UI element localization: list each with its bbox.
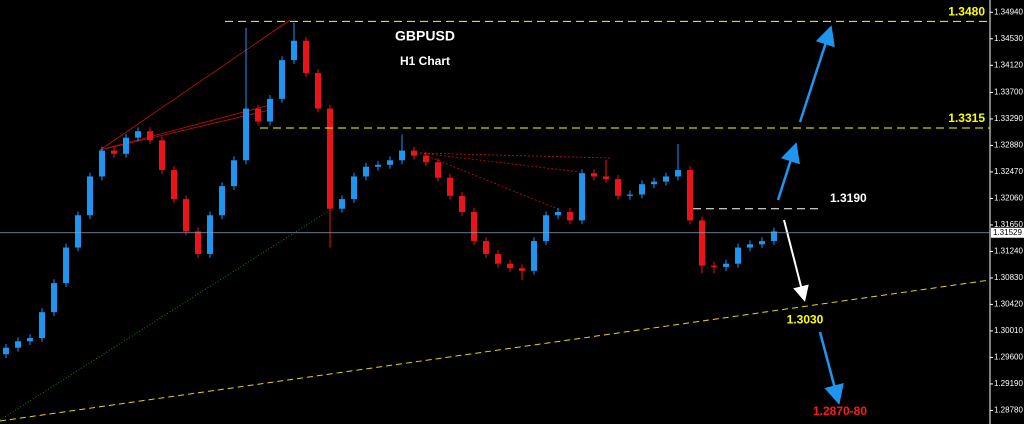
candle-body bbox=[327, 108, 333, 209]
chart-subtitle: H1 Chart bbox=[400, 54, 450, 68]
candle-body bbox=[267, 98, 273, 122]
candle-body bbox=[27, 338, 33, 342]
candle-body bbox=[375, 164, 381, 167]
candle-body bbox=[315, 73, 321, 109]
y-tick-label: 1.32060 bbox=[994, 194, 1023, 203]
candle-body bbox=[87, 176, 93, 216]
candle-body bbox=[483, 241, 489, 255]
price-tag bbox=[991, 227, 1024, 238]
candle-body bbox=[135, 131, 141, 138]
candle-body bbox=[279, 60, 285, 99]
candle-body bbox=[663, 176, 669, 182]
candle-body bbox=[567, 212, 573, 221]
candle-body bbox=[459, 195, 465, 212]
y-tick-label: 1.32470 bbox=[994, 167, 1023, 176]
candle-body bbox=[339, 199, 345, 209]
candle-body bbox=[543, 215, 549, 242]
y-tick-label: 1.29190 bbox=[994, 379, 1023, 388]
y-tick-label: 1.34120 bbox=[994, 60, 1023, 69]
y-tick-label: 1.30420 bbox=[994, 300, 1023, 309]
candle-body bbox=[687, 169, 693, 221]
candle-body bbox=[171, 169, 177, 200]
candle-body bbox=[183, 199, 189, 232]
candle-body bbox=[531, 241, 537, 271]
candle-body bbox=[291, 40, 297, 61]
candle-body bbox=[675, 169, 681, 177]
candle-body bbox=[771, 231, 777, 242]
candle-body bbox=[51, 283, 57, 313]
candle-body bbox=[255, 108, 261, 122]
candle-body bbox=[63, 247, 69, 284]
candle-body bbox=[603, 176, 609, 180]
candle-body bbox=[579, 173, 585, 221]
y-tick-label: 1.31650 bbox=[994, 220, 1023, 229]
price-tag-label: 1.31529 bbox=[993, 228, 1022, 237]
target-label: 1.3030 bbox=[787, 312, 824, 326]
candle-body bbox=[555, 212, 561, 216]
candle-body bbox=[447, 177, 453, 196]
y-tick-label: 1.33290 bbox=[994, 114, 1023, 123]
candle-body bbox=[195, 231, 201, 255]
level-label: 1.3480 bbox=[948, 5, 985, 19]
candle-body bbox=[711, 265, 717, 267]
candle-body bbox=[3, 347, 9, 355]
candle-body bbox=[699, 220, 705, 266]
candle-body bbox=[639, 184, 645, 195]
level-label: 1.3315 bbox=[948, 111, 985, 125]
chart-title: GBPUSD bbox=[395, 28, 455, 44]
candle-body bbox=[735, 247, 741, 264]
candle-body bbox=[519, 268, 525, 271]
candle-body bbox=[471, 212, 477, 242]
candle-body bbox=[759, 241, 765, 245]
candle-body bbox=[747, 244, 753, 248]
candle-body bbox=[591, 173, 597, 177]
y-tick-label: 1.30010 bbox=[994, 326, 1023, 335]
candle-body bbox=[123, 137, 129, 154]
candle-body bbox=[207, 215, 213, 255]
candle-body bbox=[99, 150, 105, 177]
y-tick-label: 1.32880 bbox=[994, 141, 1023, 150]
candle-body bbox=[651, 181, 657, 185]
candle-body bbox=[303, 40, 309, 74]
candle-body bbox=[435, 162, 441, 178]
candle-body bbox=[111, 150, 117, 154]
candle-body bbox=[147, 131, 153, 141]
candle-body bbox=[159, 140, 165, 170]
candle-body bbox=[615, 179, 621, 196]
candle-body bbox=[507, 263, 513, 269]
y-tick-label: 1.33700 bbox=[994, 88, 1023, 97]
candle-body bbox=[15, 341, 21, 348]
y-tick-label: 1.28780 bbox=[994, 406, 1023, 415]
candle-body bbox=[495, 254, 501, 264]
candle-body bbox=[723, 263, 729, 267]
candle-body bbox=[243, 108, 249, 161]
y-tick-label: 1.34530 bbox=[994, 34, 1023, 43]
candle-body bbox=[39, 312, 45, 339]
y-tick-label: 1.30830 bbox=[994, 273, 1023, 282]
candle-body bbox=[351, 176, 357, 200]
y-tick-label: 1.31240 bbox=[994, 247, 1023, 256]
y-tick-label: 1.29600 bbox=[994, 353, 1023, 362]
candle-body bbox=[399, 150, 405, 161]
candle-body bbox=[627, 194, 633, 196]
candle-body bbox=[231, 160, 237, 187]
final-target-label: 1.2870-80 bbox=[813, 404, 867, 418]
candle-body bbox=[387, 160, 393, 165]
candle-body bbox=[363, 166, 369, 177]
level-label: 1.3190 bbox=[830, 191, 867, 205]
y-tick-label: 1.34940 bbox=[994, 7, 1023, 16]
candle-body bbox=[219, 186, 225, 216]
candle-body bbox=[75, 215, 81, 248]
candle-body bbox=[411, 150, 417, 156]
candle-body bbox=[423, 155, 429, 163]
